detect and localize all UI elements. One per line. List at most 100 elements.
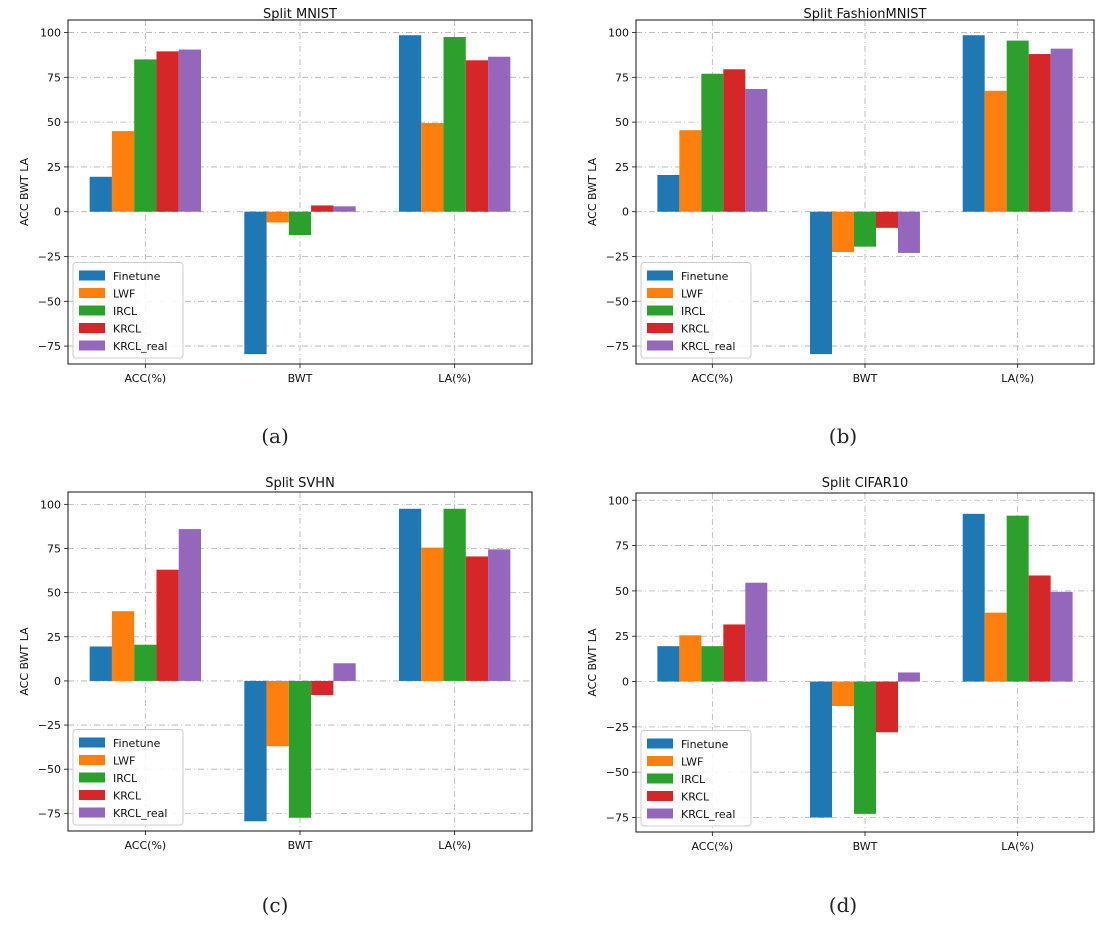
- x-tick-label: LA(%): [1001, 840, 1034, 853]
- x-tick-label: BWT: [853, 840, 878, 853]
- bar-finetune-la: [398, 508, 422, 681]
- y-axis-label: ACC BWT LA: [586, 628, 599, 697]
- legend-label-lwf: LWF: [113, 288, 135, 301]
- x-tick-label: ACC(%): [124, 839, 166, 852]
- bar-lwf-acc: [111, 611, 135, 681]
- legend-label-finetune: Finetune: [113, 737, 161, 750]
- y-tick-label: −25: [38, 251, 61, 264]
- x-tick-label: BWT: [288, 372, 313, 385]
- y-tick-label: −25: [38, 719, 61, 732]
- legend-label-krcl: KRCL: [681, 323, 710, 336]
- legend-label-ircl: IRCL: [681, 773, 706, 786]
- bar-krcl-acc: [723, 69, 746, 212]
- legend-swatch-finetune: [647, 270, 673, 281]
- bar-finetune-bwt: [244, 211, 267, 355]
- bar-krcl-real-acc: [178, 529, 202, 681]
- legend-box: [72, 729, 184, 826]
- legend-swatch-lwf: [79, 288, 105, 298]
- bar-ircl-bwt: [854, 211, 876, 247]
- y-tick-label: −50: [606, 295, 629, 308]
- legend-label-finetune: Finetune: [681, 270, 729, 283]
- legend-label-ircl: IRCL: [681, 305, 706, 318]
- y-tick-label: 100: [40, 27, 61, 40]
- bar-ircl-acc: [134, 644, 157, 681]
- bar-krcl-acc: [156, 51, 179, 212]
- x-tick-label: LA(%): [438, 372, 471, 385]
- x-tick-label: ACC(%): [691, 372, 733, 385]
- legend-box: [72, 262, 184, 359]
- legend-box: [640, 730, 752, 827]
- chart-title: Split SVHN: [265, 476, 335, 491]
- bar-krcl-bwt: [875, 681, 898, 733]
- plot-frame: [635, 492, 1095, 833]
- legend-swatch-krcl: [647, 791, 673, 801]
- bar-krcl-bwt: [311, 205, 334, 212]
- bar-krcl-real-la: [488, 549, 511, 681]
- y-tick-label: −75: [38, 807, 61, 820]
- y-tick-label: −50: [606, 766, 629, 779]
- bar-ircl-la: [443, 37, 466, 212]
- y-tick-label: 25: [615, 630, 629, 643]
- legend-swatch-krcl-real: [647, 340, 673, 351]
- y-tick-label: 0: [622, 206, 629, 219]
- bar-krcl-real-la: [1050, 591, 1073, 682]
- bar-lwf-bwt: [266, 680, 289, 747]
- bar-krcl-real-bwt: [333, 663, 356, 681]
- plot-frame: [67, 19, 533, 365]
- bar-krcl-real-la: [1050, 48, 1073, 212]
- bar-lwf-la: [421, 547, 444, 681]
- legend-label-krcl-real: KRCL_real: [681, 808, 735, 821]
- y-tick-label: 100: [40, 498, 61, 511]
- y-tick-label: 75: [47, 543, 61, 556]
- bar-lwf-acc: [679, 635, 702, 682]
- legend-label-ircl: IRCL: [113, 772, 138, 785]
- bar-lwf-acc: [111, 131, 135, 212]
- bar-lwf-bwt: [832, 211, 855, 253]
- legend-swatch-finetune: [79, 737, 105, 748]
- x-tick-label: BWT: [288, 839, 313, 852]
- bar-krcl-real-bwt: [897, 211, 920, 253]
- chart-title: Split FashionMNIST: [804, 7, 927, 22]
- y-tick-label: 50: [615, 585, 629, 598]
- legend-swatch-krcl-real: [647, 808, 673, 819]
- legend-swatch-lwf: [79, 755, 105, 765]
- y-tick-label: 50: [47, 587, 61, 600]
- bar-ircl-bwt: [288, 680, 312, 818]
- legend-swatch-krcl-real: [79, 807, 105, 818]
- legend-swatch-krcl: [79, 323, 105, 333]
- y-axis-label: ACC BWT LA: [18, 157, 31, 226]
- legend-label-krcl-real: KRCL_real: [681, 340, 735, 353]
- bar-krcl-la: [465, 60, 489, 212]
- bar-krcl-real-bwt: [897, 672, 920, 682]
- x-tick-label: LA(%): [438, 839, 471, 852]
- y-tick-label: 25: [47, 631, 61, 644]
- y-tick-label: 25: [615, 161, 629, 174]
- bar-lwf-acc: [679, 130, 702, 212]
- bar-chart-split-svhn: Split SVHN ACC BWT LA 100 75 50 25 0 −25 −50 −75 A…: [18, 476, 533, 852]
- panel-caption-b: (b): [828, 424, 858, 448]
- bar-krcl-real-acc: [745, 582, 768, 682]
- bar-krcl-real-acc: [745, 88, 768, 212]
- y-tick-label: 50: [47, 116, 61, 129]
- y-tick-label: 50: [615, 116, 629, 129]
- x-tick-label: BWT: [853, 372, 878, 385]
- y-tick-label: 75: [615, 71, 629, 84]
- bar-krcl-bwt: [311, 680, 334, 696]
- bar-ircl-la: [1006, 40, 1029, 212]
- bar-krcl-real-la: [488, 56, 511, 212]
- bar-ircl-acc: [134, 59, 157, 212]
- bar-finetune-acc: [657, 646, 680, 682]
- y-tick-label: −75: [606, 811, 629, 824]
- y-tick-label: 0: [622, 676, 629, 689]
- bar-chart-split-mnist: Split MNIST ACC BWT LA 100 75 50 25 0 −25 −50 −75…: [18, 7, 533, 385]
- bar-krcl-acc: [723, 624, 746, 682]
- panel-caption-c: (c): [261, 893, 289, 917]
- legend-label-krcl-real: KRCL_real: [113, 807, 167, 820]
- y-tick-label: −75: [38, 340, 61, 353]
- y-tick-label: −25: [606, 251, 629, 264]
- legend-label-lwf: LWF: [681, 756, 703, 769]
- bar-ircl-bwt: [288, 211, 312, 235]
- legend: Finetune LWF IRCL KRCL KRCL_real: [72, 729, 184, 826]
- y-tick-label: −50: [38, 763, 61, 776]
- legend-label-krcl: KRCL: [113, 323, 142, 336]
